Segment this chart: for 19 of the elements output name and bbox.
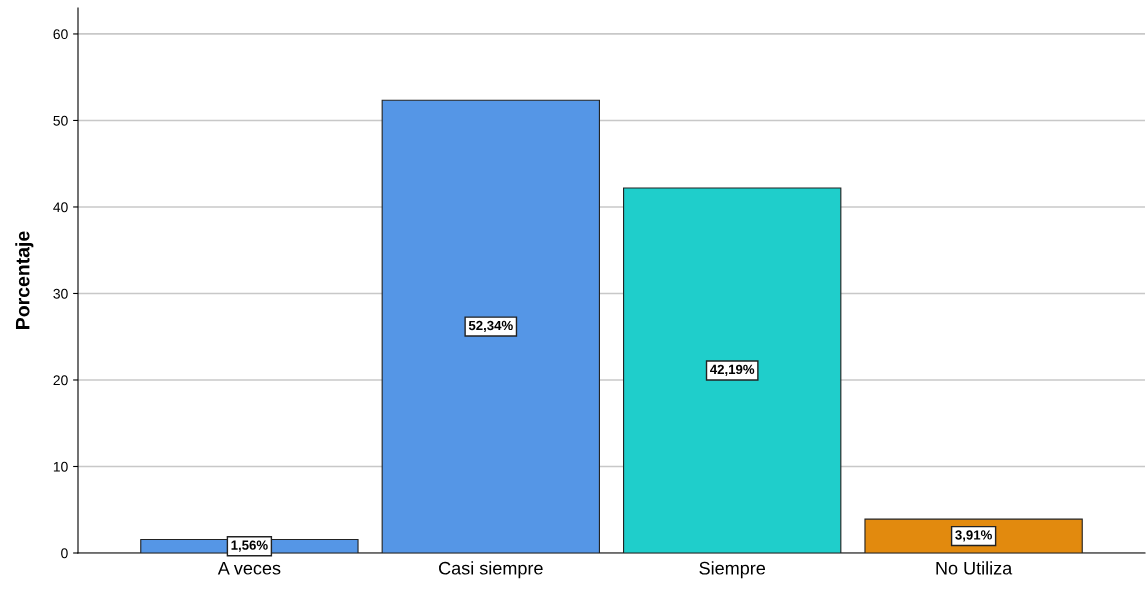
x-tick-label: No Utiliza [936, 561, 1013, 575]
data-label: 52,34% [468, 320, 513, 333]
data-label: 3,91% [955, 530, 992, 542]
y-tick-label: 40 [53, 202, 68, 213]
y-tick-label: 0 [61, 548, 68, 559]
y-tick-label: 10 [53, 461, 68, 472]
y-tick-label: 20 [53, 375, 68, 386]
x-tick-label: Casi siempre [439, 561, 543, 579]
bar [864, 518, 1083, 553]
y-axis-title: Porcentaje [15, 231, 34, 329]
y-tick-label: 50 [53, 115, 68, 126]
data-label: 1,56% [231, 540, 268, 552]
y-tick-label: 30 [53, 288, 68, 299]
data-label: 42,19% [710, 364, 755, 376]
x-tick-label: Siempre [699, 561, 766, 579]
bar [623, 187, 842, 553]
x-tick-label: A veces [217, 562, 281, 575]
bar [381, 99, 600, 553]
y-tick-label: 60 [53, 29, 68, 40]
